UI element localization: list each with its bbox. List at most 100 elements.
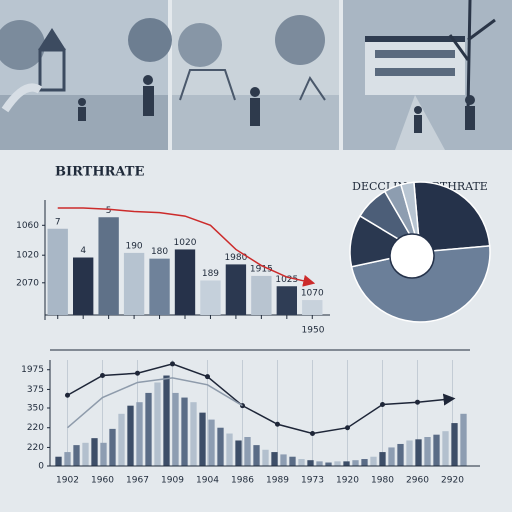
x-tick-label: 2920 — [441, 476, 464, 486]
x-tick-label: 1902 — [56, 476, 79, 486]
bar — [154, 382, 161, 466]
bar — [451, 423, 458, 466]
bar — [442, 431, 449, 466]
bar — [73, 257, 94, 315]
bar-label: 189 — [202, 269, 219, 279]
bar — [200, 280, 221, 315]
bar — [251, 275, 272, 315]
series-dot — [65, 392, 70, 398]
y-tick-label: 375 — [27, 385, 44, 395]
x-tick-label: 1986 — [231, 476, 254, 486]
bar — [271, 452, 278, 466]
bar — [352, 460, 359, 466]
illustration-park — [172, 0, 339, 150]
x-tick-label: 2960 — [406, 476, 429, 486]
bar — [316, 461, 323, 466]
bar — [163, 375, 170, 466]
bar — [460, 413, 467, 466]
bar — [64, 452, 71, 466]
series-dot — [170, 361, 175, 367]
bar — [253, 445, 260, 466]
y-tick-label: 220 — [27, 423, 44, 433]
bar — [123, 252, 145, 315]
bar — [82, 442, 89, 466]
series-dot — [345, 425, 350, 431]
bar — [136, 402, 143, 466]
bar — [379, 452, 386, 466]
bar — [100, 442, 107, 466]
bar — [361, 459, 368, 466]
bar — [370, 456, 377, 466]
bar — [217, 427, 224, 466]
bar — [199, 412, 206, 466]
y-tick-label: 2070 — [16, 278, 39, 288]
bar — [424, 437, 431, 466]
x-tick-label: 1960 — [91, 476, 114, 486]
illustration-school — [343, 0, 512, 150]
bar — [172, 392, 179, 466]
bar — [226, 433, 233, 466]
series-dot — [415, 399, 420, 405]
bar-label: 7 — [55, 217, 61, 227]
bar — [406, 440, 413, 466]
bar-label: 1980 — [224, 253, 247, 263]
x-tick-label: 1980 — [371, 476, 394, 486]
bar — [145, 392, 152, 466]
bar-label: 180 — [151, 247, 168, 257]
bar — [91, 438, 98, 466]
bar — [433, 434, 440, 466]
bar — [235, 440, 242, 466]
bar — [73, 445, 80, 466]
bar — [262, 449, 269, 466]
bar — [397, 443, 404, 466]
pie-hole — [389, 233, 435, 279]
bar — [325, 462, 332, 466]
y-tick-label: 0 — [38, 462, 44, 472]
bar — [174, 249, 196, 315]
series-dot — [380, 402, 385, 408]
pie-slice — [413, 181, 491, 253]
series-dot — [275, 421, 280, 427]
bar — [289, 456, 296, 466]
bar — [302, 300, 323, 315]
bar — [149, 258, 170, 315]
bar — [388, 447, 395, 466]
x-tick-label: 1973 — [301, 476, 324, 486]
pie-slice — [350, 245, 491, 323]
illustration-playground — [0, 0, 172, 150]
bar-label: 1915 — [250, 264, 273, 274]
bar — [98, 217, 119, 315]
series-dot — [100, 373, 105, 379]
x-tick-label: 1904 — [196, 476, 219, 486]
series-dot — [135, 370, 140, 376]
bar — [208, 419, 215, 466]
series-dot — [205, 374, 210, 380]
bar — [244, 437, 251, 466]
y-tick-label: 1020 — [16, 251, 39, 261]
y-tick-label: 220 — [27, 443, 44, 453]
series-line — [67, 377, 243, 429]
bar — [280, 454, 287, 466]
bar — [276, 286, 297, 315]
x-tick-label: 1920 — [336, 476, 359, 486]
bar-label: 1025 — [275, 275, 298, 285]
x-tick-label: 1989 — [266, 476, 289, 486]
x-tick-label: 1967 — [126, 476, 149, 486]
chart-title: BIRTHRATE — [55, 165, 144, 180]
bar — [334, 461, 341, 466]
bar-label: 1020 — [174, 238, 197, 248]
bar — [118, 413, 125, 466]
bar-label: 5 — [106, 206, 112, 216]
bar — [225, 264, 247, 315]
series-line — [67, 363, 456, 435]
bar-label: 190 — [125, 241, 142, 251]
bar — [415, 439, 422, 466]
y-tick-label: 350 — [27, 404, 44, 414]
bar — [307, 460, 314, 466]
bar-label: 1070 — [301, 289, 324, 299]
bar — [181, 397, 188, 466]
bar-label: 4 — [80, 246, 86, 256]
y-tick-label: 1975 — [21, 365, 44, 375]
bar — [343, 461, 350, 466]
y-tick-label: 1060 — [16, 221, 39, 231]
